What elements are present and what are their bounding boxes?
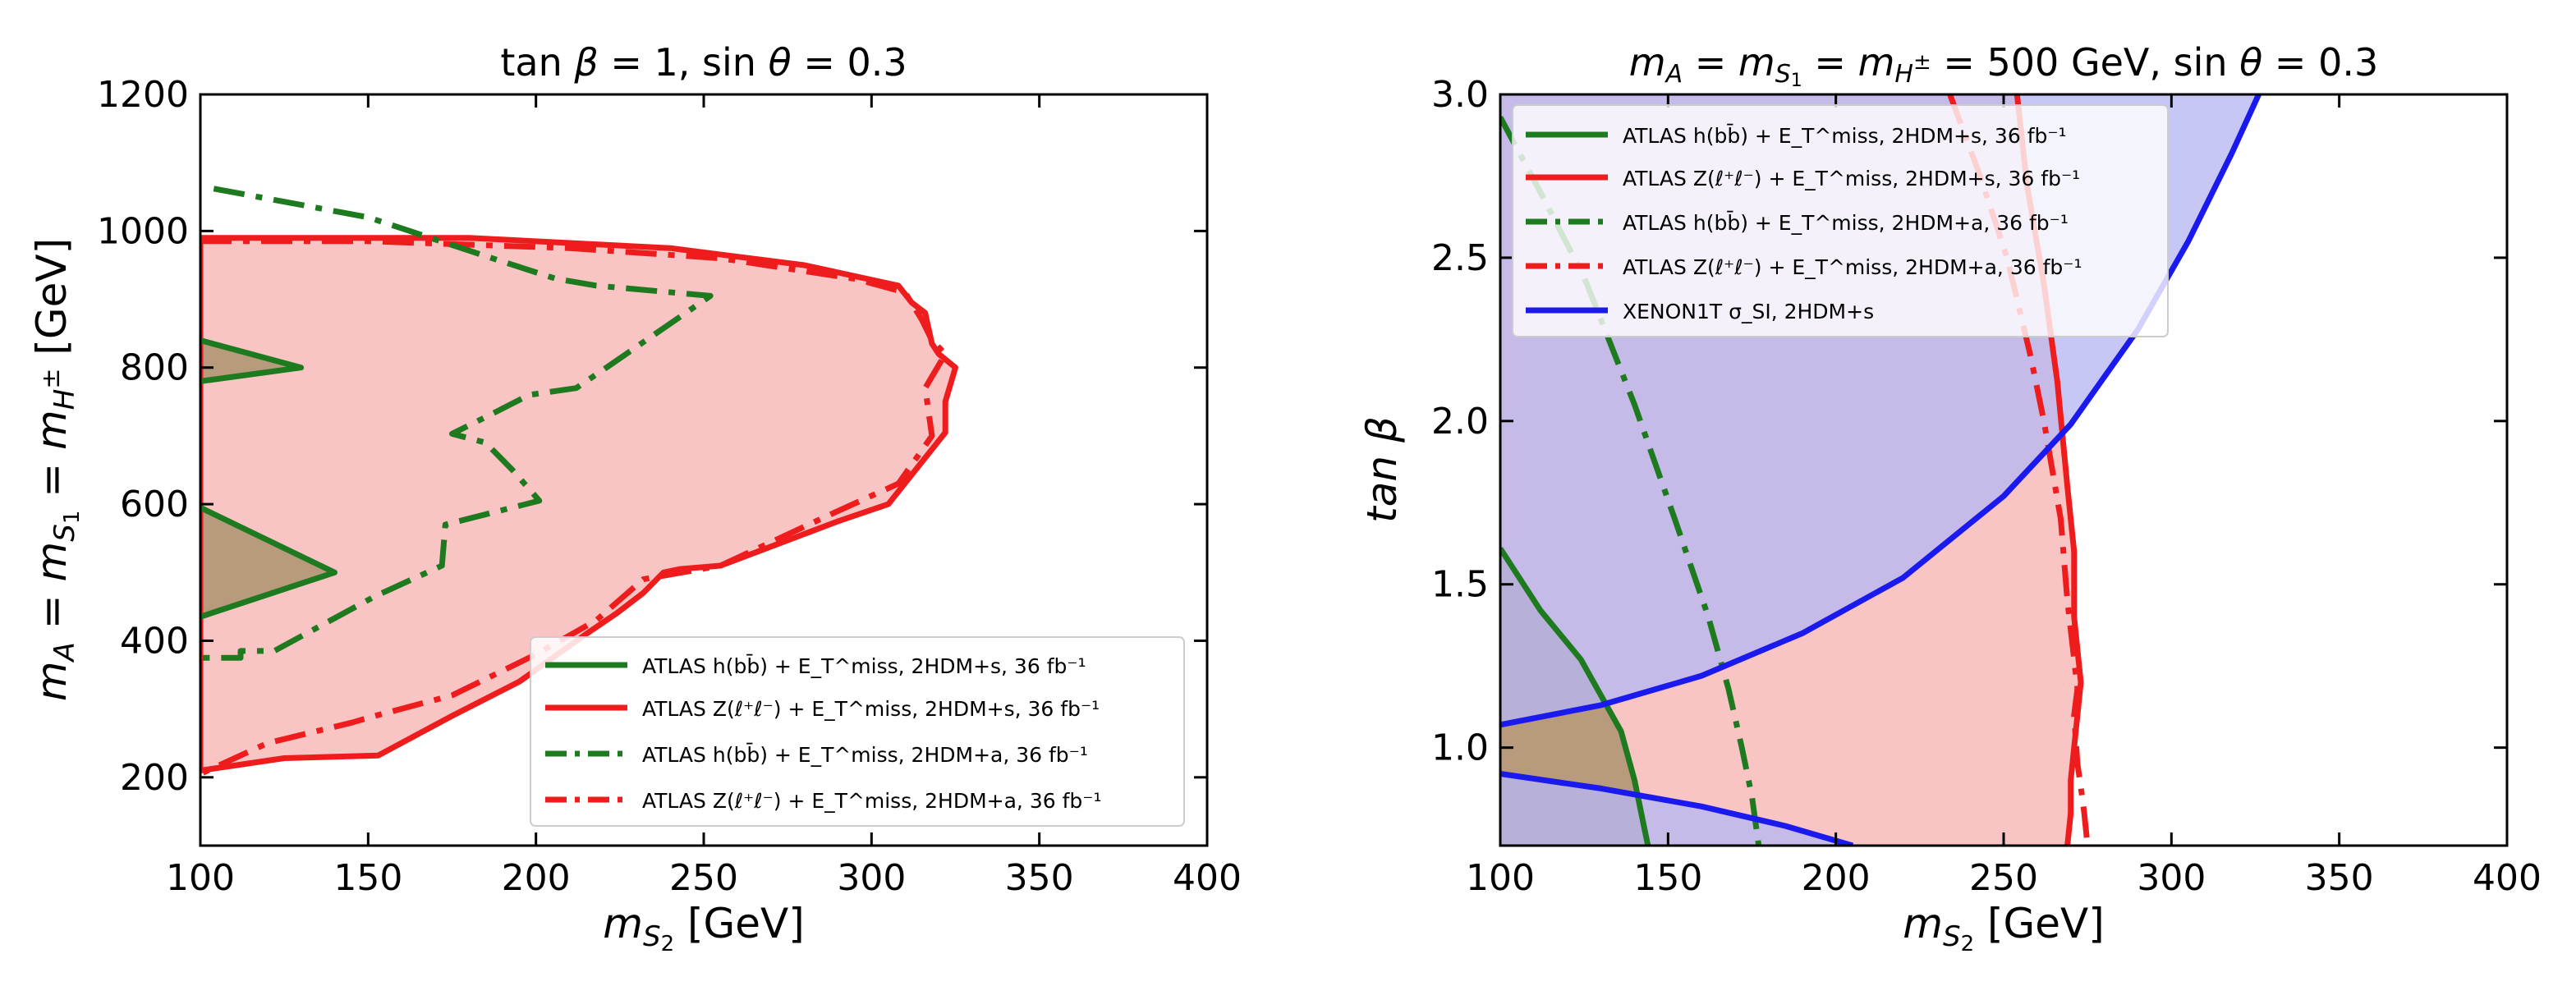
left-y-axis-label: mA = mS1 = mH± [GeV] [28, 238, 85, 701]
right-xenon1t-contour-lower [1500, 771, 1854, 846]
legend-item: ATLAS Z(ℓ⁺ℓ⁻) + E_T^miss, 2HDM+s, 36 fb⁻… [545, 697, 1100, 721]
right-y-axis-label: tan β [1358, 416, 1406, 523]
legend-label: ATLAS h(bb̄) + E_T^miss, 2HDM+s, 36 fb⁻¹ [1623, 123, 2067, 148]
left-x-tick-label: 200 [502, 857, 571, 899]
legend-label: ATLAS Z(ℓ⁺ℓ⁻) + E_T^miss, 2HDM+s, 36 fb⁻… [1623, 167, 2080, 190]
left-h-bb-2hdm-s-region-2 [200, 507, 335, 617]
right-x-tick-label: 100 [1466, 857, 1535, 899]
left-y-tick-label: 200 [120, 757, 189, 799]
legend-item: ATLAS Z(ℓ⁺ℓ⁻) + E_T^miss, 2HDM+a, 36 fb⁻… [545, 789, 1101, 813]
left-h-bb-2hdm-a-contour [200, 186, 714, 661]
right-x-tick-label: 200 [1802, 857, 1871, 899]
left-panel: 100 150 200 250 300 350 400 200 400 600 800 1000 120… [28, 40, 1242, 956]
left-y-tick-label: 800 [120, 347, 189, 389]
right-xenon1t-excluded-region-lower [1500, 773, 1853, 846]
right-y-tick-label: 1.0 [1431, 727, 1489, 769]
legend-label: ATLAS Z(ℓ⁺ℓ⁻) + E_T^miss, 2HDM+a, 36 fb⁻… [642, 789, 1101, 813]
left-z-ll-2hdm-a-contour [200, 238, 948, 777]
right-panel: 100 150 200 250 300 350 400 1.0 1.5 2.0 2.5 3.0 mA … [1358, 40, 2542, 956]
left-x-tick-label: 350 [1005, 857, 1074, 899]
right-h-bb-2hdm-s-contour [1500, 547, 1651, 846]
right-x-tick-label: 400 [2473, 857, 2542, 899]
right-chart-title: mA = mS1 = mH± = 500 GeV, sin θ = 0.3 [1629, 40, 2378, 91]
right-y-tick-label: 1.5 [1431, 564, 1489, 606]
left-x-tick-label: 100 [166, 857, 235, 899]
left-h-bb-2hdm-s-contour-2 [200, 505, 337, 620]
right-x-axis-label: mS2 [GeV] [1903, 900, 2105, 956]
left-x-tick-label: 400 [1173, 857, 1242, 899]
left-y-tick-label: 600 [120, 484, 189, 525]
legend-label: ATLAS h(bb̄) + E_T^miss, 2HDM+a, 36 fb⁻¹ [642, 742, 1088, 767]
legend-item: ATLAS Z(ℓ⁺ℓ⁻) + E_T^miss, 2HDM+a, 36 fb⁻… [1526, 255, 2082, 279]
legend-label: ATLAS Z(ℓ⁺ℓ⁻) + E_T^miss, 2HDM+a, 36 fb⁻… [1623, 255, 2082, 279]
left-y-tick-label: 1200 [97, 74, 189, 116]
left-y-tick-label: 1000 [97, 210, 189, 252]
left-x-tick-label: 300 [837, 857, 906, 899]
right-y-tick-label: 2.0 [1431, 401, 1489, 443]
left-h-bb-2hdm-s-region-1 [200, 340, 301, 382]
legend-label: ATLAS Z(ℓ⁺ℓ⁻) + E_T^miss, 2HDM+s, 36 fb⁻… [642, 697, 1100, 721]
left-legend: ATLAS h(bb̄) + E_T^miss, 2HDM+s, 36 fb⁻¹… [530, 636, 1185, 827]
right-x-tick-label: 300 [2137, 857, 2206, 899]
left-x-tick-label: 150 [333, 857, 402, 899]
legend-label: ATLAS h(bb̄) + E_T^miss, 2HDM+s, 36 fb⁻¹ [642, 654, 1086, 678]
left-x-axis-label: mS2 [GeV] [603, 900, 805, 956]
right-y-tick-label: 3.0 [1431, 74, 1489, 116]
legend-item: ATLAS h(bb̄) + E_T^miss, 2HDM+a, 36 fb⁻¹ [545, 742, 1088, 767]
legend-item: ATLAS h(bb̄) + E_T^miss, 2HDM+a, 36 fb⁻¹ [1526, 210, 2069, 235]
left-y-tick-label: 400 [120, 620, 189, 662]
right-y-tick-label: 2.5 [1431, 237, 1489, 279]
legend-label: ATLAS h(bb̄) + E_T^miss, 2HDM+a, 36 fb⁻¹ [1623, 210, 2069, 235]
legend-item: ATLAS Z(ℓ⁺ℓ⁻) + E_T^miss, 2HDM+s, 36 fb⁻… [1526, 167, 2080, 190]
right-x-tick-label: 150 [1633, 857, 1702, 899]
right-legend: ATLAS h(bb̄) + E_T^miss, 2HDM+s, 36 fb⁻¹… [1512, 104, 2169, 337]
legend-item: ATLAS h(bb̄) + E_T^miss, 2HDM+s, 36 fb⁻¹ [1526, 123, 2067, 148]
left-z-ll-2hdm-s-excluded-region [200, 237, 956, 771]
legend-label: XENON1T σ_SI, 2HDM+s [1623, 300, 1874, 323]
right-x-tick-label: 250 [1969, 857, 2038, 899]
legend-item: XENON1T σ_SI, 2HDM+s [1526, 300, 1874, 323]
right-xenon1t-contour-upper [1500, 94, 2261, 728]
left-chart-title: tan β = 1, sin θ = 0.3 [500, 40, 907, 85]
left-h-bb-2hdm-s-contour-1 [200, 337, 305, 384]
legend-item: ATLAS h(bb̄) + E_T^miss, 2HDM+s, 36 fb⁻¹ [545, 654, 1086, 678]
left-x-tick-label: 250 [669, 857, 738, 899]
right-x-tick-label: 350 [2305, 857, 2374, 899]
